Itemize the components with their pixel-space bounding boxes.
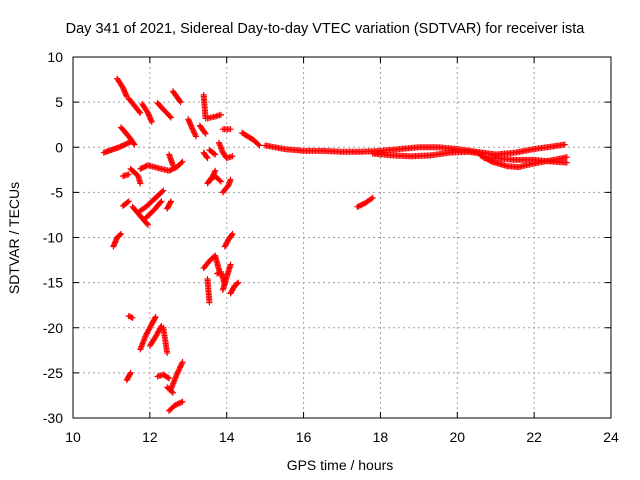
data-point xyxy=(164,350,171,357)
data-point xyxy=(124,199,131,206)
data-point xyxy=(227,126,234,133)
data-point xyxy=(176,98,183,105)
axis-ticks: 10 12 14 16 18 20 22 24 -30 -25 -20 -15 -10 -5 0 5 10 xyxy=(43,49,619,445)
data-point xyxy=(229,153,236,160)
data-point xyxy=(217,111,224,118)
data-point xyxy=(227,261,234,268)
data-point xyxy=(563,159,570,166)
data-point xyxy=(189,126,196,133)
data-point xyxy=(192,132,199,139)
data-point xyxy=(563,154,570,161)
y-tick-label: -15 xyxy=(43,275,63,291)
data-point xyxy=(125,198,132,205)
data-point xyxy=(227,176,234,183)
data-point xyxy=(179,158,186,165)
data-point xyxy=(143,220,150,227)
chart-title: Day 341 of 2021, Sidereal Day-to-day VTE… xyxy=(66,21,586,37)
x-tick-label: 24 xyxy=(603,429,619,445)
data-point xyxy=(152,313,159,320)
data-point xyxy=(137,109,144,116)
data-point xyxy=(166,375,173,382)
data-point xyxy=(178,159,185,166)
data-point xyxy=(202,130,209,137)
y-axis-label: SDTVAR / TECUs xyxy=(6,182,22,294)
data-point xyxy=(228,231,235,238)
data-point xyxy=(151,315,158,322)
data-point xyxy=(144,221,151,228)
data-point xyxy=(229,230,236,237)
data-point xyxy=(167,198,174,205)
y-tick-label: -20 xyxy=(43,320,63,336)
data-point xyxy=(178,399,185,406)
x-tick-label: 16 xyxy=(296,429,312,445)
x-tick-label: 14 xyxy=(219,429,235,445)
data-point xyxy=(136,108,143,115)
data-point xyxy=(217,178,224,185)
y-tick-label: 0 xyxy=(55,139,63,155)
y-tick-label: -25 xyxy=(43,365,63,381)
data-point xyxy=(369,194,376,201)
data-point xyxy=(179,359,186,366)
data-point xyxy=(157,199,164,206)
grid xyxy=(73,57,611,418)
data-point xyxy=(160,187,167,194)
data-point xyxy=(191,130,198,137)
x-tick-label: 22 xyxy=(526,429,542,445)
data-point xyxy=(128,314,135,321)
data-point xyxy=(189,125,196,132)
data-point xyxy=(179,398,186,405)
y-tick-label: 10 xyxy=(47,49,63,65)
data-point xyxy=(117,231,124,238)
data-point xyxy=(158,198,165,205)
x-tick-label: 10 xyxy=(65,429,81,445)
data-point xyxy=(234,280,241,287)
data-point xyxy=(212,151,219,158)
data-point xyxy=(148,118,155,125)
plot-frame xyxy=(72,56,612,419)
data-point xyxy=(166,113,173,120)
data-point xyxy=(216,177,223,184)
data-point xyxy=(204,155,211,162)
data-point xyxy=(177,99,184,106)
x-tick-label: 12 xyxy=(142,429,158,445)
data-point xyxy=(561,141,568,148)
x-tick-label: 20 xyxy=(449,429,465,445)
data-point xyxy=(235,279,242,286)
data-point xyxy=(159,188,166,195)
data-point xyxy=(190,128,197,135)
data-point xyxy=(191,129,198,136)
data-point xyxy=(131,141,138,148)
data-point xyxy=(206,299,213,306)
data-point xyxy=(201,129,208,136)
data-point xyxy=(169,389,176,396)
data-point xyxy=(118,230,125,237)
data-point xyxy=(127,369,134,376)
data-point xyxy=(368,195,375,202)
data-point xyxy=(169,162,176,169)
data-point xyxy=(203,153,210,160)
data-point xyxy=(192,133,199,140)
data-point xyxy=(255,141,262,148)
data-point xyxy=(167,199,174,206)
data-point xyxy=(130,140,137,147)
x-tick-label: 18 xyxy=(373,429,389,445)
data-point xyxy=(211,150,218,157)
y-tick-label: -10 xyxy=(43,230,63,246)
data-point xyxy=(256,142,263,149)
data-point xyxy=(137,180,144,187)
x-axis-label: GPS time / hours xyxy=(287,457,394,473)
data-point xyxy=(127,371,134,378)
y-tick-label: -5 xyxy=(51,184,64,200)
data-point xyxy=(129,314,136,321)
data-point xyxy=(167,114,174,121)
data-point xyxy=(125,171,132,178)
y-tick-label: 5 xyxy=(55,94,63,110)
y-tick-label: -30 xyxy=(43,410,63,426)
data-points xyxy=(100,75,570,414)
data-point xyxy=(212,167,219,174)
data-point xyxy=(164,374,171,381)
